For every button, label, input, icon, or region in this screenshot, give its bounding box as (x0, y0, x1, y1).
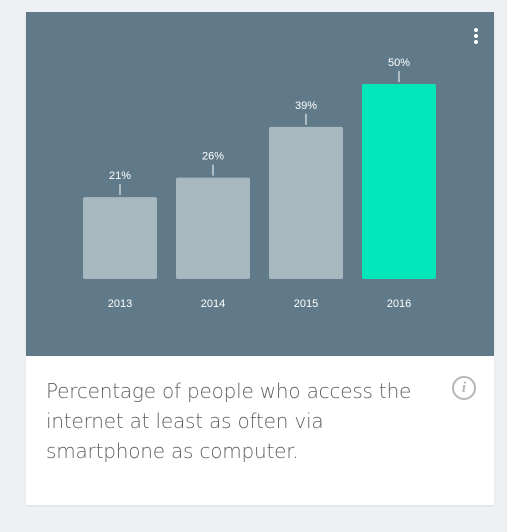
info-icon[interactable]: i (452, 376, 476, 400)
category-label-2013: 2013 (108, 298, 132, 310)
chart-area: 21% 2013 26% 2014 39% 2015 50% 2016 (26, 12, 494, 356)
bar-chart: 21% 2013 26% 2014 39% 2015 50% 2016 (83, 57, 436, 310)
chart-card: 21% 2013 26% 2014 39% 2015 50% 2016 Percentage … (26, 12, 494, 505)
value-label-2015: 39% (295, 100, 317, 112)
bar-2013 (83, 197, 157, 279)
bar-2015 (269, 126, 343, 280)
value-label-2013: 21% (109, 170, 131, 182)
bar-2016 (362, 84, 436, 279)
value-label-2016: 50% (388, 57, 410, 69)
menu-dot (474, 40, 478, 44)
category-label-2014: 2014 (201, 298, 225, 310)
menu-dot (474, 28, 478, 32)
bar-2014 (176, 177, 250, 279)
category-label-2015: 2015 (294, 298, 318, 310)
menu-dot (474, 34, 478, 38)
more-vert-icon[interactable] (470, 26, 482, 46)
category-label-2016: 2016 (387, 298, 411, 310)
chart-caption: Percentage of people who access the inte… (46, 379, 412, 463)
value-label-2014: 26% (202, 151, 224, 163)
